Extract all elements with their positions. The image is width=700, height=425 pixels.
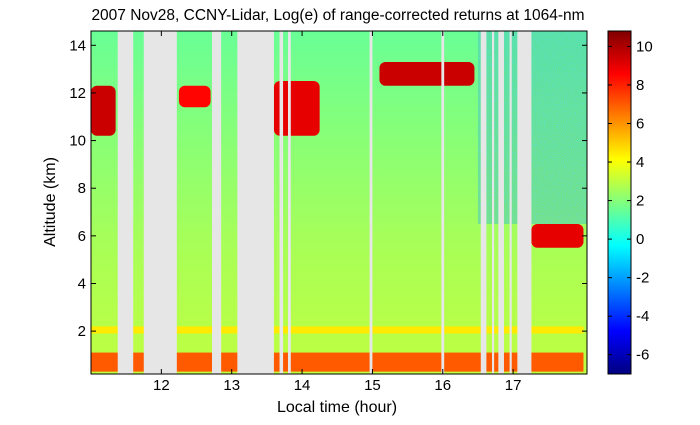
colorbar-tick-label: 0 bbox=[636, 231, 644, 248]
y-tick-label: 2 bbox=[78, 323, 86, 340]
y-tick-label: 12 bbox=[69, 85, 86, 102]
layer-5 bbox=[273, 81, 320, 136]
x-tick-label: 14 bbox=[294, 377, 311, 394]
colorbar-tick-label: 8 bbox=[636, 77, 644, 94]
data-gap-7 bbox=[369, 31, 373, 374]
layer-3 bbox=[91, 85, 116, 136]
layer-4 bbox=[178, 85, 211, 108]
layer-6 bbox=[379, 61, 475, 86]
plot-frame bbox=[90, 30, 588, 375]
x-axis-label: Local time (hour) bbox=[277, 399, 397, 416]
data-gap-12 bbox=[509, 31, 512, 374]
colorbar-tick-label: -6 bbox=[636, 347, 649, 364]
x-tick-label: 13 bbox=[223, 377, 240, 394]
y-axis-label: Altitude (km) bbox=[42, 157, 59, 247]
data-gap-3 bbox=[212, 31, 222, 374]
x-axis: 12 13 14 15 16 17 bbox=[153, 31, 521, 394]
data-gap-10 bbox=[492, 31, 495, 374]
x-tick-label: 12 bbox=[153, 377, 170, 394]
heatmap-area bbox=[91, 31, 587, 374]
y-tick-label: 8 bbox=[78, 180, 86, 197]
colorbar-tick-label: 6 bbox=[636, 115, 644, 132]
data-gap-4 bbox=[237, 31, 274, 374]
data-gap-2 bbox=[143, 31, 177, 374]
colorbar-tick-label: -4 bbox=[636, 308, 649, 325]
data-gap-6 bbox=[287, 31, 291, 374]
noise-texture bbox=[477, 31, 587, 224]
colorbar-tick-label: 10 bbox=[636, 38, 653, 55]
x-tick-label: 17 bbox=[505, 377, 522, 394]
data-gap-8 bbox=[441, 31, 445, 374]
layer-2 bbox=[91, 326, 584, 334]
colorbar-tick-label: -2 bbox=[636, 270, 649, 287]
chart-title: 2007 Nov28, CCNY-Lidar, Log(e) of range-… bbox=[91, 7, 584, 24]
colorbar-tick-label: 2 bbox=[636, 193, 644, 210]
data-gap-13 bbox=[517, 31, 532, 374]
colorbar-ticks: 10 8 6 4 2 0 -2 -4 -6 bbox=[608, 38, 653, 364]
y-tick-label: 6 bbox=[78, 228, 86, 245]
data-gap-9 bbox=[480, 31, 487, 374]
y-tick-label: 4 bbox=[78, 275, 86, 292]
colorbar-tick-label: 4 bbox=[636, 154, 644, 171]
y-tick-label: 14 bbox=[69, 37, 86, 54]
data-gap-11 bbox=[498, 31, 504, 374]
x-tick-label: 16 bbox=[434, 377, 451, 394]
data-gap-5 bbox=[279, 31, 284, 374]
layer-7 bbox=[531, 223, 584, 248]
colorbar bbox=[607, 30, 632, 375]
y-axis: 2 4 6 8 10 12 14 bbox=[69, 37, 587, 340]
x-tick-label: 15 bbox=[364, 377, 381, 394]
y-tick-label: 10 bbox=[69, 133, 86, 150]
data-gap-1 bbox=[117, 31, 134, 374]
